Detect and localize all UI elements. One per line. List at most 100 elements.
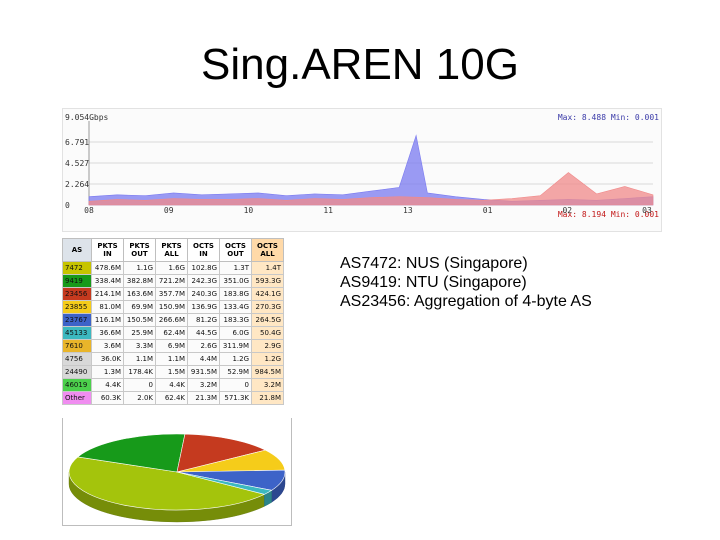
table-cell: 150.5M — [123, 313, 156, 327]
note-line: AS7472: NUS (Singapore) — [340, 255, 528, 272]
table-cell: 1.5M — [155, 365, 188, 379]
as-number-cell: 24490 — [62, 365, 92, 379]
table-cell: 478.6M — [91, 261, 124, 275]
table-cell: 1.2G — [251, 352, 284, 366]
table-cell: 1.4T — [251, 261, 284, 275]
pie-slice — [176, 471, 273, 495]
y-tick-label: 2.264 — [65, 180, 89, 189]
table-cell: 3.3M — [123, 339, 156, 353]
table-cell: 338.4M — [91, 274, 124, 288]
table-cell: 178.4K — [123, 365, 156, 379]
table-cell: 3.2M — [251, 378, 284, 392]
x-tick-label: 13 — [403, 206, 413, 215]
y-tick-label: 0 — [65, 201, 70, 210]
table-cell: 183.3G — [219, 313, 252, 327]
table-cell: 382.8M — [123, 274, 156, 288]
table-cell: 6.0G — [219, 326, 252, 340]
table-cell: 571.3K — [219, 391, 252, 405]
x-tick-label: 10 — [244, 206, 254, 215]
table-cell: 2.6G — [187, 339, 220, 353]
table-row: 7472 478.6M 1.1G 1.6G 102.8G 1.3T 1.4T — [62, 261, 284, 275]
table-cell: 60.3K — [91, 391, 124, 405]
as-number-cell: 46019 — [62, 378, 92, 392]
traffic-chart: 9.054Gbps Max: 8.488 Min: 0.001 Max: 8.1… — [62, 108, 662, 232]
note-line: AS23456: Aggregation of 4-byte AS — [340, 293, 592, 310]
column-header: AS — [62, 238, 92, 262]
table-cell: 1.6G — [155, 261, 188, 275]
as-number-cell: 45133 — [62, 326, 92, 340]
as-number-cell: 23855 — [62, 300, 92, 314]
table-cell: 264.5G — [251, 313, 284, 327]
table-cell: 270.3G — [251, 300, 284, 314]
table-header-row: AS PKTS IN PKTS OUT PKTS ALL OCTS IN OCTS OUT OCTS A… — [62, 238, 284, 262]
column-header: PKTS ALL — [155, 238, 188, 262]
table-cell: 183.8G — [219, 287, 252, 301]
table-cell: 3.2M — [187, 378, 220, 392]
column-header: PKTS IN — [91, 238, 124, 262]
table-row: 46019 4.4K 0 4.4K 3.2M 0 3.2M — [62, 378, 284, 392]
table-cell: 52.9M — [219, 365, 252, 379]
table-cell: 4.4K — [91, 378, 124, 392]
y-tick-label: 4.527 — [65, 159, 89, 168]
table-cell: 116.1M — [91, 313, 124, 327]
table-row: 23855 81.0M 69.9M 150.9M 136.9G 133.4G 270.3G — [62, 300, 284, 314]
pie-slice — [176, 433, 267, 473]
series-areas — [88, 134, 654, 206]
table-cell: 136.9G — [187, 300, 220, 314]
table-cell: 1.3T — [219, 261, 252, 275]
table-cell: 133.4G — [219, 300, 252, 314]
as-traffic-table: AS PKTS IN PKTS OUT PKTS ALL OCTS IN OCTS OUT OCTS A… — [62, 238, 284, 405]
column-header: OCTS IN — [187, 238, 220, 262]
pie-slice — [77, 433, 186, 473]
x-ticks: 08 09 10 11 13 01 02 03 — [84, 206, 652, 215]
table-cell: 102.8G — [187, 261, 220, 275]
table-cell: 931.5M — [187, 365, 220, 379]
legend-bottom: Max: 8.194 Min: 0.001 — [558, 210, 659, 219]
table-cell: 0 — [123, 378, 156, 392]
table-cell: 4.4M — [187, 352, 220, 366]
table-cell: 150.9M — [155, 300, 188, 314]
pie-chart — [62, 418, 292, 526]
table-cell: 36.6M — [91, 326, 124, 340]
table-cell: 2.9G — [251, 339, 284, 353]
column-header: PKTS OUT — [123, 238, 156, 262]
pie-top — [68, 433, 286, 511]
table-cell: 81.2G — [187, 313, 220, 327]
table-cell: 424.1G — [251, 287, 284, 301]
table-row: 7610 3.6M 3.3M 6.9M 2.6G 311.9M 2.9G — [62, 339, 284, 353]
table-cell: 1.1M — [155, 352, 188, 366]
table-cell: 721.2M — [155, 274, 188, 288]
table-cell: 2.0K — [123, 391, 156, 405]
table-cell: 242.3G — [187, 274, 220, 288]
as-number-cell: 7610 — [62, 339, 92, 353]
table-cell: 266.6M — [155, 313, 188, 327]
table-cell: 25.9M — [123, 326, 156, 340]
table-cell: 21.8M — [251, 391, 284, 405]
table-cell: 21.3M — [187, 391, 220, 405]
traffic-chart-svg: 9.054Gbps Max: 8.488 Min: 0.001 Max: 8.1… — [65, 113, 659, 219]
as-number-cell: 4756 — [62, 352, 92, 366]
x-tick-label: 03 — [642, 206, 652, 215]
table-body: 7472 478.6M 1.1G 1.6G 102.8G 1.3T 1.4T 9419 338.… — [62, 261, 284, 405]
note-line: AS9419: NTU (Singapore) — [340, 274, 527, 291]
y-unit-label: 9.054Gbps — [65, 113, 109, 122]
table-cell: 311.9M — [219, 339, 252, 353]
as-number-cell: 23767 — [62, 313, 92, 327]
table-cell: 69.9M — [123, 300, 156, 314]
table-cell: 1.3M — [91, 365, 124, 379]
table-cell: 3.6M — [91, 339, 124, 353]
x-tick-label: 01 — [483, 206, 493, 215]
as-number-cell: 7472 — [62, 261, 92, 275]
x-tick-label: 11 — [323, 206, 333, 215]
table-cell: 214.1M — [91, 287, 124, 301]
table-row: Other 60.3K 2.0K 62.4K 21.3M 571.3K 21.8M — [62, 391, 284, 405]
table-cell: 1.1G — [123, 261, 156, 275]
table-row: 9419 338.4M 382.8M 721.2M 242.3G 351.0G 593.3G — [62, 274, 284, 288]
pie-slice — [68, 456, 266, 511]
table-cell: 1.1M — [123, 352, 156, 366]
table-row: 24490 1.3M 178.4K 1.5M 931.5M 52.9M 984.5M — [62, 365, 284, 379]
table-cell: 357.7M — [155, 287, 188, 301]
slide-title: Sing.AREN 10G — [201, 40, 519, 89]
x-tick-label: 09 — [164, 206, 174, 215]
series-area — [88, 172, 654, 206]
